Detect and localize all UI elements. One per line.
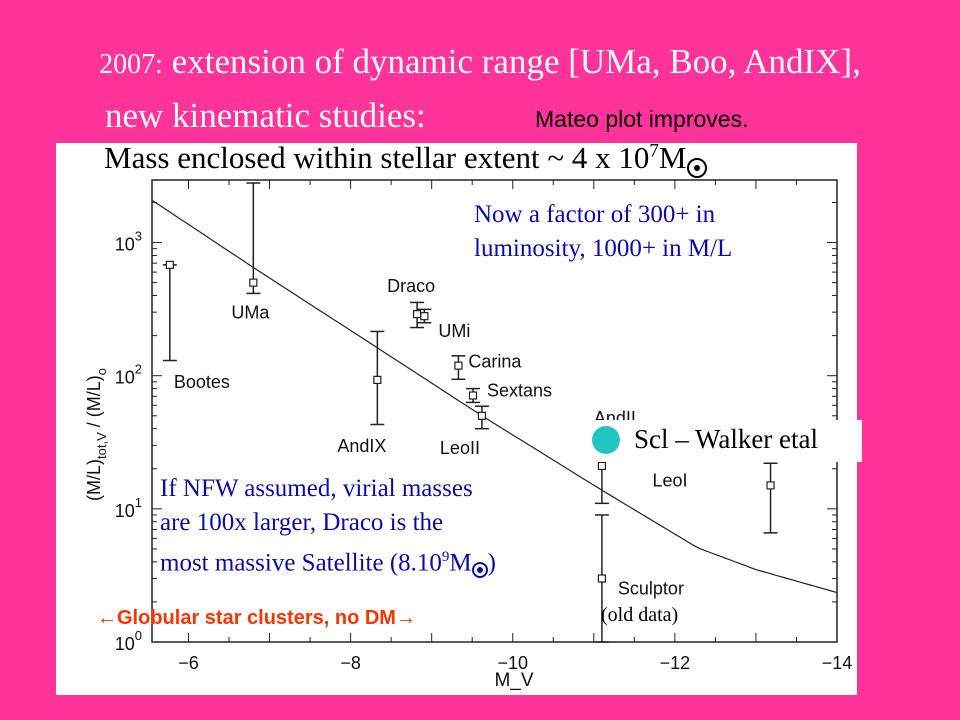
old-data-label: (old data) [601,604,679,626]
y-tick-label: 102 [115,362,142,388]
data-point-umi: UMi [417,308,470,341]
data-point-leoii: LeoII [440,405,489,458]
data-point-sculptor: Sculptor [594,514,684,643]
data-marker [477,411,487,420]
y-axis-label-mid: / (M/L) [84,375,104,432]
plot-frame [151,179,838,643]
x-tick-label: −12 [660,653,691,673]
point-label: UMi [438,321,470,341]
figure-subtitle: Mass enclosed within stellar extent ~ 4 … [104,140,708,178]
annotation-nfw: If NFW assumed, virial masses are 100x l… [160,475,496,579]
data-marker [165,260,174,269]
globular-note: ←Globular star clusters, no DM→ [97,607,416,629]
data-marker [249,278,258,287]
scl-walker-label: Scl – Walker etal [590,420,862,462]
x-tick-label: −14 [822,653,853,673]
slide-title: 2007: extension of dynamic range [UMa, B… [99,42,861,81]
figure-panel [56,143,857,695]
model-curve [151,199,838,594]
sun-symbol-icon [471,562,488,579]
y-axis-label-sub: tot,V [94,432,109,459]
point-label: Bootes [174,372,230,392]
point-label: Sextans [487,381,552,401]
x-tick-label: −6 [178,653,199,673]
data-point-draco: Draco [387,276,435,329]
y-tick-exponent: 2 [135,362,142,377]
point-label: LeoI [653,470,688,490]
sun-symbol-icon [687,158,708,178]
point-label: LeoII [440,438,480,458]
point-label: Carina [468,352,522,372]
y-tick-exponent: 1 [135,495,142,510]
data-marker [597,574,607,583]
x-tick-label: −10 [497,653,528,673]
data-point-leoi: LeoI [653,462,778,534]
y-tick-exponent: 0 [135,628,142,643]
data-marker [412,310,422,319]
point-label: AndIX [337,436,386,456]
target-marker-icon [592,426,620,454]
data-point-uma: UMa [231,182,270,323]
data-marker [420,312,429,321]
data-marker [454,361,463,370]
y-tick-exponent: 3 [135,229,142,244]
y-axis-label: (M/L)tot,V / (M/L)o [84,368,109,501]
y-tick-label: 101 [115,495,142,521]
y-tick-label: 103 [115,229,142,255]
data-marker [468,391,478,400]
data-point-bootes: Bootes [162,260,230,392]
data-point-sextans: Sextans [466,381,552,404]
point-label: UMa [231,303,270,323]
point-label: Sculptor [618,578,684,598]
data-point-carina: Carina [451,352,522,381]
data-point-andix: AndIX [337,330,386,456]
annotation-top: Now a factor of 300+ in luminosity, 1000… [474,201,733,262]
title-note: Mateo plot improves. [535,106,749,132]
point-label: Draco [387,276,435,296]
slide-title-line2: new kinematic studies: [105,96,426,135]
data-marker [597,461,607,471]
x-tick-label: −8 [340,653,361,673]
data-marker [766,481,775,490]
data-marker [373,375,382,385]
y-axis-label-sub: o [94,368,109,375]
x-axis-label: M_V [494,670,534,691]
y-tick-label: 100 [115,628,142,654]
